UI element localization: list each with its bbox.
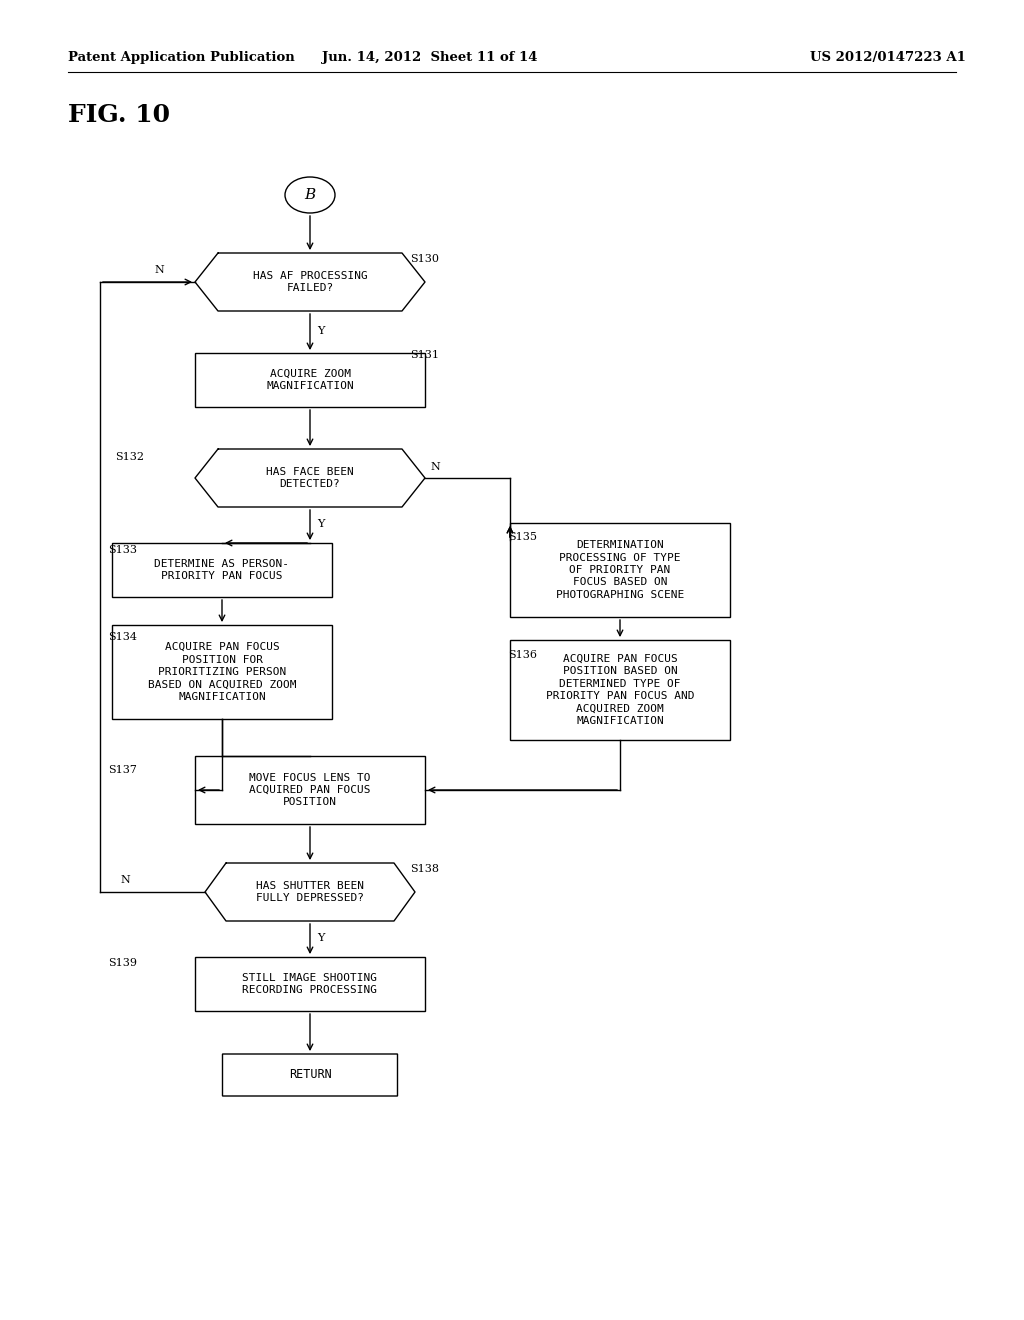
Text: RETURN: RETURN <box>289 1068 332 1081</box>
Text: HAS FACE BEEN
DETECTED?: HAS FACE BEEN DETECTED? <box>266 467 354 490</box>
Text: S133: S133 <box>108 545 137 554</box>
Text: S139: S139 <box>108 958 137 968</box>
Text: N: N <box>120 875 130 884</box>
Text: HAS AF PROCESSING
FAILED?: HAS AF PROCESSING FAILED? <box>253 271 368 293</box>
Text: S131: S131 <box>410 350 439 360</box>
Text: Jun. 14, 2012  Sheet 11 of 14: Jun. 14, 2012 Sheet 11 of 14 <box>323 51 538 65</box>
Text: S134: S134 <box>108 632 137 642</box>
Text: S136: S136 <box>508 649 537 660</box>
Text: ACQUIRE PAN FOCUS
POSITION FOR
PRIORITIZING PERSON
BASED ON ACQUIRED ZOOM
MAGNIF: ACQUIRE PAN FOCUS POSITION FOR PRIORITIZ… <box>147 643 296 702</box>
Bar <box>195 352 425 407</box>
Text: ACQUIRE PAN FOCUS
POSITION BASED ON
DETERMINED TYPE OF
PRIORITY PAN FOCUS AND
AC: ACQUIRE PAN FOCUS POSITION BASED ON DETE… <box>546 653 694 726</box>
FancyBboxPatch shape <box>222 1053 397 1096</box>
Text: US 2012/0147223 A1: US 2012/0147223 A1 <box>810 51 966 65</box>
Bar <box>510 640 730 741</box>
Bar <box>112 624 332 719</box>
Text: Patent Application Publication: Patent Application Publication <box>68 51 295 65</box>
Text: Y: Y <box>317 519 325 529</box>
Text: Y: Y <box>317 933 325 942</box>
Text: HAS SHUTTER BEEN
FULLY DEPRESSED?: HAS SHUTTER BEEN FULLY DEPRESSED? <box>256 880 364 903</box>
Text: S137: S137 <box>108 766 137 775</box>
Text: DETERMINE AS PERSON-
PRIORITY PAN FOCUS: DETERMINE AS PERSON- PRIORITY PAN FOCUS <box>155 558 290 581</box>
Text: N: N <box>154 265 164 275</box>
Text: S132: S132 <box>115 451 144 462</box>
Text: ACQUIRE ZOOM
MAGNIFICATION: ACQUIRE ZOOM MAGNIFICATION <box>266 368 354 391</box>
Text: Y: Y <box>317 326 325 337</box>
Text: S138: S138 <box>410 865 439 874</box>
Ellipse shape <box>285 177 335 213</box>
Text: S135: S135 <box>508 532 537 543</box>
Bar <box>112 543 332 597</box>
Text: FIG. 10: FIG. 10 <box>68 103 170 127</box>
Text: DETERMINATION
PROCESSING OF TYPE
OF PRIORITY PAN
FOCUS BASED ON
PHOTOGRAPHING SC: DETERMINATION PROCESSING OF TYPE OF PRIO… <box>556 540 684 599</box>
Text: MOVE FOCUS LENS TO
ACQUIRED PAN FOCUS
POSITION: MOVE FOCUS LENS TO ACQUIRED PAN FOCUS PO… <box>249 772 371 808</box>
Text: S130: S130 <box>410 253 439 264</box>
Bar <box>195 756 425 824</box>
Text: STILL IMAGE SHOOTING
RECORDING PROCESSING: STILL IMAGE SHOOTING RECORDING PROCESSIN… <box>243 973 378 995</box>
Bar <box>510 523 730 616</box>
Text: B: B <box>304 187 315 202</box>
Bar <box>195 957 425 1011</box>
Text: N: N <box>430 462 439 473</box>
